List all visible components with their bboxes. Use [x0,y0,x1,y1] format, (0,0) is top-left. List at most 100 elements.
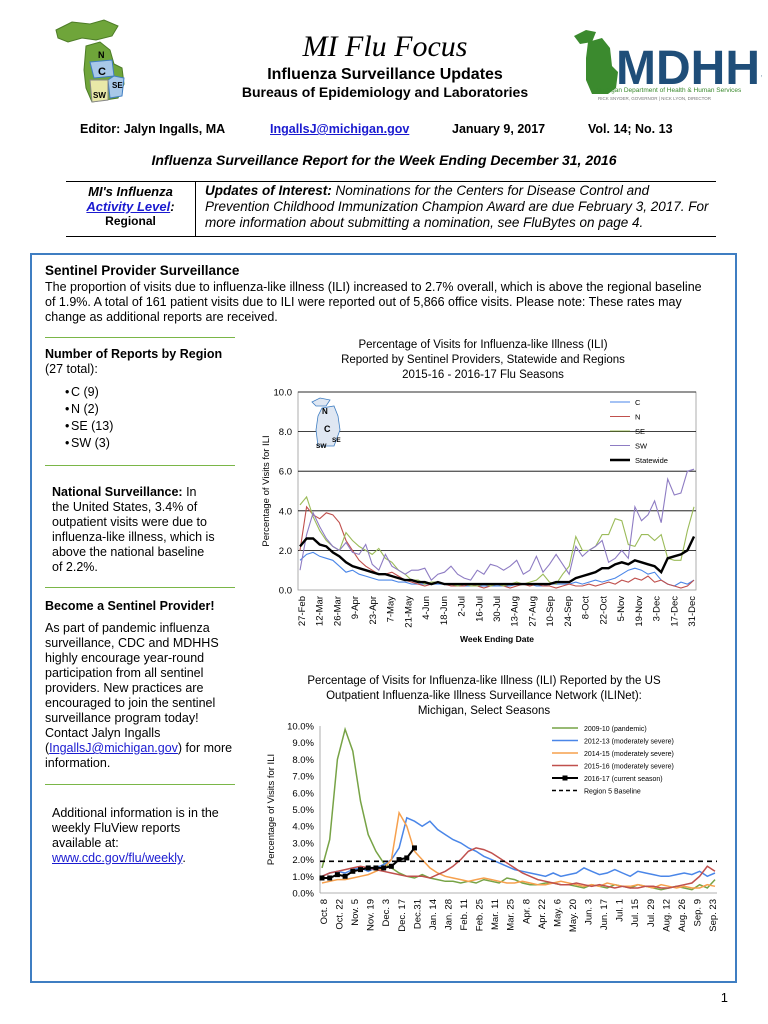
logo-text: MDHHS [616,42,762,95]
additional-info: Additional information is in the weekly … [52,806,222,866]
logo-governor: RICK SNYDER, GOVERNOR | NICK LYON, DIREC… [598,96,712,101]
y-tick-label: 0.0 [279,586,292,597]
x-tick-label: Jul. 29 [646,899,657,927]
y-tick-label: 2.0% [292,855,314,866]
x-tick-label: 19-Nov [634,596,645,627]
become-provider: Become a Sentinel Provider! [45,599,240,614]
reports-total: (27 total): [45,362,98,376]
series-marker [350,868,356,874]
y-tick-label: 8.0 [279,427,292,438]
y-tick-label: 6.0% [292,788,314,799]
legend-label: 2012-13 (moderately severe) [584,739,674,746]
y-tick-label: 3.0% [292,838,314,849]
x-tick-label: 18-Jun [439,596,450,625]
x-tick-label: Jul. 1 [615,899,626,922]
x-tick-label: Mar. 25 [506,899,517,931]
chart-title-line: Outpatient Influenza-like Illness Survei… [326,690,642,702]
x-tick-label: 31-Dec [687,596,698,627]
sentinel-ili-chart: Percentage of Visits for Influenza-like … [261,339,698,644]
y-tick-label: 7.0% [292,772,314,783]
additional-text: Additional information is in the weekly … [52,806,219,850]
legend-label: 2016-17 (current season) [584,776,663,783]
divider [45,784,235,785]
x-tick-label: 10-Sep [545,596,556,627]
x-tick-label: Dec. 3 [381,899,392,926]
x-tick-label: 22-Oct [598,596,609,625]
series-marker [327,875,333,881]
x-tick-label: Jan. 28 [443,899,454,930]
series-marker [358,867,364,873]
inset-map-shape [311,397,341,447]
activity-level-link[interactable]: Activity Level [86,199,171,214]
y-tick-label: 10.0% [287,722,314,733]
map-label-c: C [98,66,106,78]
x-axis-label: Week Ending Date [460,634,534,644]
series-marker [388,863,394,869]
x-tick-label: May. 20 [568,899,579,932]
list-item: N (2) [45,401,235,418]
logo-tagline: Michigan Department of Health & Human Se… [596,87,742,94]
map-label-se: SE [112,81,123,90]
divider [45,465,235,466]
x-tick-label: 3-Dec [652,596,663,622]
newsletter-subtitle: Influenza Surveillance Updates [267,66,503,83]
series-marker [319,875,325,881]
x-tick-label: 13-Aug [510,596,521,627]
become-title: Become a Sentinel Provider! [45,599,215,613]
legend-marker [562,775,568,781]
list-item: SW (3) [45,435,235,452]
series-marker [365,865,371,871]
updates-text: Nominations for the Centers for Disease … [205,183,709,230]
volume-number: Vol. 14; No. 13 [588,122,673,136]
editor-email-link[interactable]: IngallsJ@michigan.gov [270,122,410,136]
x-tick-label: 2-Jul [457,596,468,617]
x-tick-label: Jun. 3 [584,899,595,925]
x-tick-label: 16-Jul [474,596,485,622]
page-number: 1 [720,990,728,1005]
legend-label: 2014-15 (moderately severe) [584,751,674,758]
x-tick-label: 9-Apr [350,596,361,619]
series-marker [381,865,387,871]
national-surveillance: National Surveillance: In the United Sta… [52,485,217,575]
map-label-sw: SW [93,91,106,100]
activity-colon: : [170,199,175,214]
x-tick-label: 8-Oct [581,596,592,620]
y-tick-label: 6.0 [279,467,292,478]
fluview-link[interactable]: www.cdc.gov/flu/weekly [52,851,183,865]
y-tick-label: 4.0 [279,506,292,517]
x-tick-label: 27-Aug [527,596,538,627]
y-tick-label: 0.0% [292,889,314,900]
y-tick-label: 1.0% [292,872,314,883]
inset-label-n: N [322,407,328,416]
x-tick-label: Mar. 11 [490,899,501,930]
legend-label: 2009-10 (pandemic) [584,726,647,733]
inset-label-c: C [324,424,331,434]
legend-label: Region 5 Baseline [584,789,641,796]
region-list: C (9) N (2) SE (13) SW (3) [45,384,235,452]
x-tick-label: 23-Apr [368,596,379,625]
become-provider-text: As part of pandemic influenza surveillan… [45,621,240,771]
x-tick-label: Oct. 8 [319,899,330,924]
list-item: SE (13) [45,418,235,435]
y-axis-label: Percentage of Visits for ILI [261,435,272,546]
sentinel-section-box [30,253,737,983]
activity-level-value: Regional [105,214,156,228]
legend-label: Statewide [635,456,668,465]
x-tick-label: 30-Jul [492,596,503,622]
x-tick-label: Apr. 8 [521,899,532,924]
y-tick-label: 10.0 [274,388,293,399]
series-marker [342,873,348,879]
x-tick-label: Dec. 17 [397,899,408,932]
divider [45,337,235,338]
series-line [299,468,695,581]
series-line [299,551,695,587]
x-tick-label: Feb. 11 [459,899,470,931]
x-tick-label: Nov. 5 [350,899,361,926]
x-tick-label: 27-Feb [297,596,308,626]
y-tick-label: 5.0% [292,805,314,816]
become-email-link[interactable]: IngallsJ@michigan.gov [49,741,178,755]
activity-level-box: MI's Influenza Activity Level: Regional … [66,181,716,237]
activity-level-cell: MI's Influenza Activity Level: Regional [66,182,196,237]
series-marker [334,872,340,878]
